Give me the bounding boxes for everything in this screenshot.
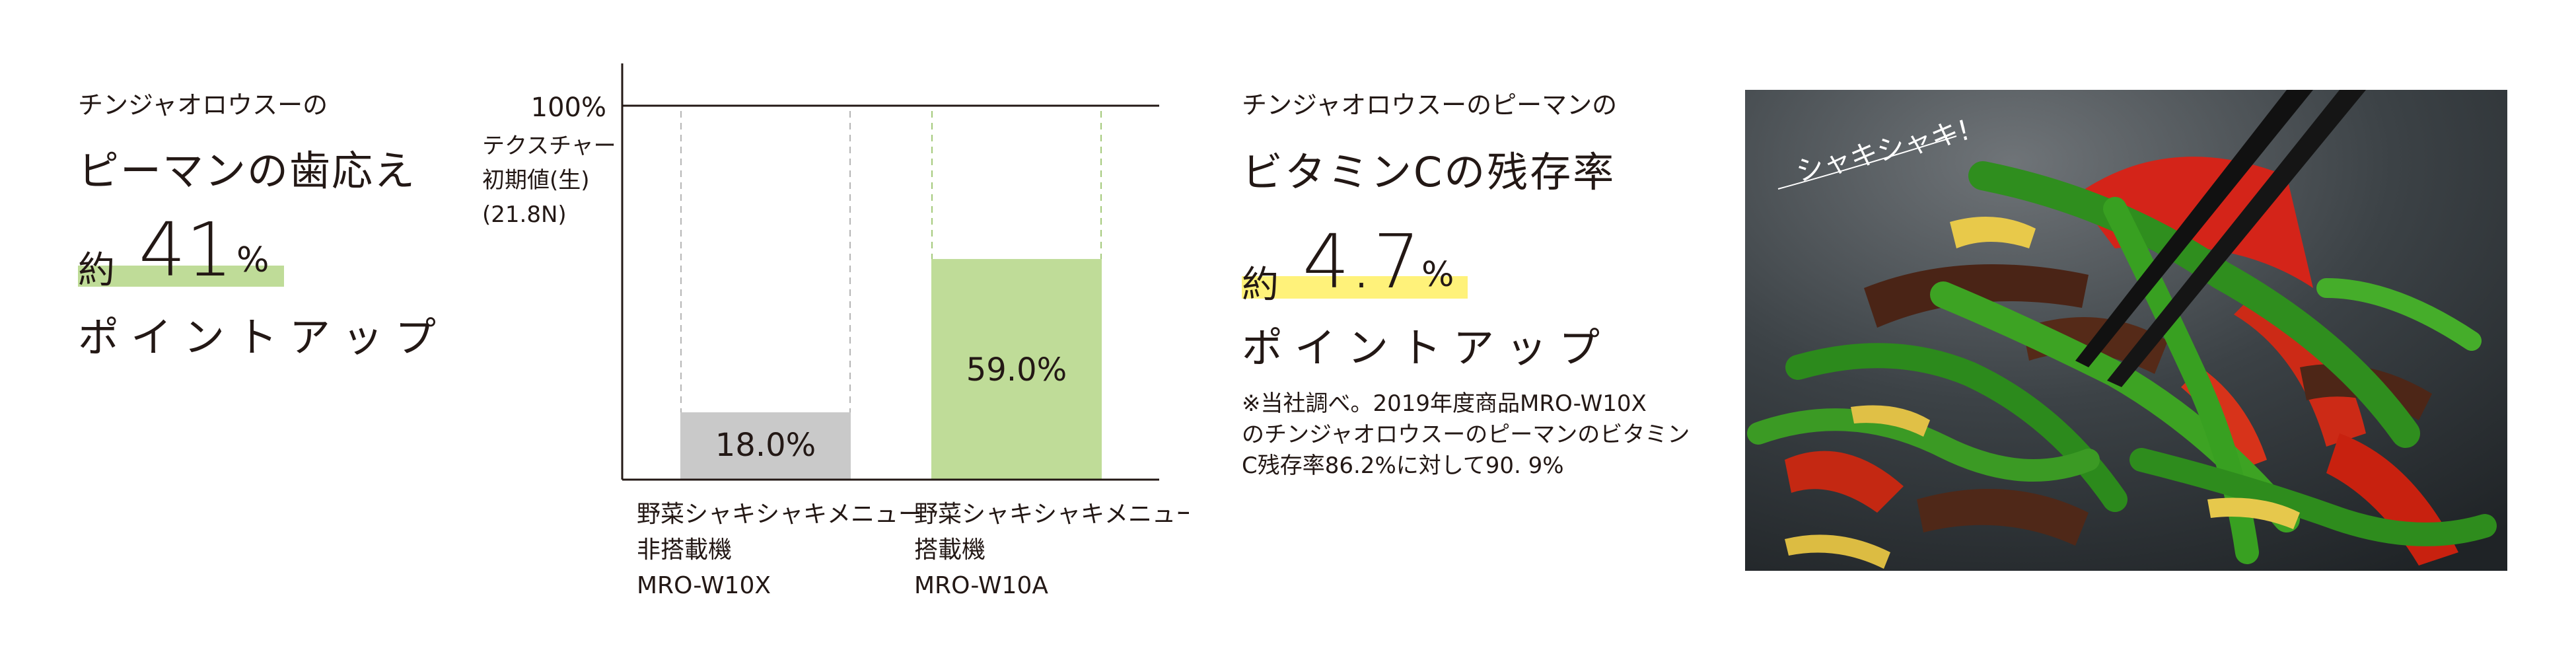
right-footnote-line: のチンジャオロウスーのピーマンのビタミン: [1242, 421, 1690, 448]
bar-value-label: 59.0%: [966, 351, 1067, 388]
right-point-up: ポイントアップ: [1242, 324, 1612, 372]
category-label: 野菜シャキシャキメニュー: [637, 501, 922, 528]
left-stat-prefix: 約: [78, 249, 115, 292]
left-stat-value: 41: [139, 207, 233, 293]
left-stat-unit: %: [236, 240, 269, 280]
y-axis-label: テクスチャー: [482, 133, 616, 159]
stir-fry-illustration: [1745, 90, 2507, 571]
bar-value-label: 18.0%: [715, 427, 816, 464]
stir-fry-photo: シャキシャキ!: [1745, 90, 2507, 571]
right-stat-highlight: [1242, 276, 1468, 299]
bar: [680, 412, 851, 480]
left-subtitle: チンジャオロウスーの: [78, 91, 328, 120]
category-label: MRO-W10A: [914, 572, 1048, 599]
right-title: ビタミンCの残存率: [1242, 148, 1616, 196]
left-stat-highlight: [78, 266, 284, 287]
y-axis-label: 初期値(生): [482, 167, 590, 194]
right-footnote-line: C残存率86.2%に対して90. 9%: [1242, 453, 1564, 479]
category-label: MRO-W10X: [637, 572, 771, 599]
right-stat-prefix: 約: [1242, 264, 1279, 307]
reference-label: 100%: [531, 92, 606, 123]
left-title: ピーマンの歯応え: [78, 147, 417, 195]
bar: [931, 259, 1102, 480]
right-subtitle: チンジャオロウスーのピーマンの: [1242, 91, 1618, 120]
right-stat-unit: %: [1421, 255, 1454, 295]
right-stat-value: 4.7: [1303, 219, 1421, 305]
category-label: 搭載機: [914, 536, 985, 564]
right-footnote: ※当社調べ。2019年度商品MRO-W10X のチンジャオロウスーのピーマンのビ…: [1242, 388, 1690, 482]
category-label: 野菜シャキシャキメニュー: [914, 501, 1189, 528]
category-label: 非搭載機: [637, 536, 732, 564]
right-footnote-line: ※当社調べ。2019年度商品MRO-W10X: [1242, 390, 1647, 417]
left-point-up: ポイントアップ: [78, 313, 448, 361]
y-axis-label: (21.8N): [482, 201, 567, 228]
